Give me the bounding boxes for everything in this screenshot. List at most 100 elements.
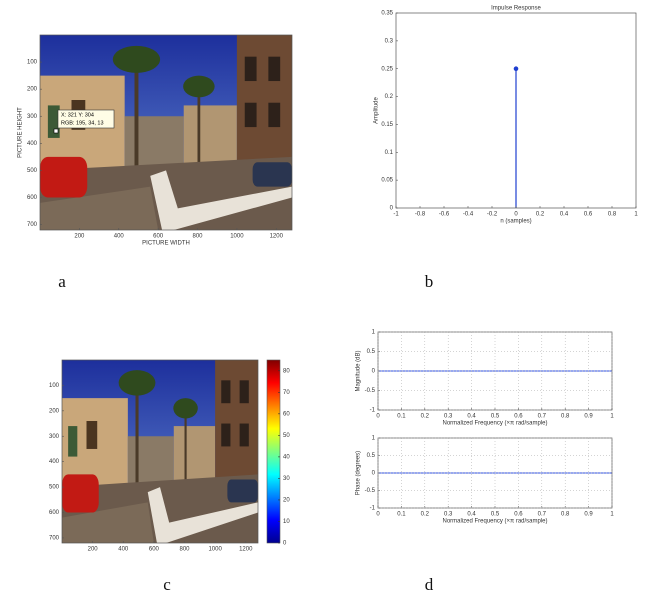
x-tick-label: 0.1: [397, 512, 406, 518]
x-tick-label: 600: [149, 547, 160, 553]
x-tick-label: 0.2: [421, 512, 430, 518]
x-tick-label: 0: [514, 212, 518, 218]
x-tick-label: 0.2: [536, 212, 545, 218]
y-tick-label: 0.5: [367, 349, 376, 355]
x-tick-label: 0: [376, 512, 380, 518]
x-tick-label: 0.8: [608, 212, 617, 218]
x-tick-label: 1000: [208, 547, 222, 553]
datatip-text: X: 321 Y: 304: [61, 112, 94, 118]
colorbar-tick-label: 20: [283, 498, 290, 504]
x-tick-label: 0.6: [584, 212, 593, 218]
caption: a: [58, 272, 66, 291]
y-tick-label: 1: [372, 436, 376, 442]
y-tick-label: 0: [372, 471, 376, 477]
y-tick-label: 200: [49, 408, 60, 414]
y-tick-label: 400: [27, 141, 38, 147]
x-tick-label: 0.8: [561, 414, 570, 420]
x-tick-label: 0.4: [560, 212, 569, 218]
x-tick-label: 0: [376, 414, 380, 420]
x-tick-label: -0.8: [415, 212, 426, 218]
y-tick-label: 300: [27, 114, 38, 120]
y-tick-label: -1: [370, 408, 376, 414]
x-tick-label: 800: [179, 547, 190, 553]
x-tick-label: 0.5: [491, 512, 500, 518]
x-tick-label: 0.1: [397, 414, 406, 420]
y-tick-label: 700: [27, 222, 38, 228]
y-tick-label: 300: [49, 434, 60, 440]
x-axis-label: Normalized Frequency (×π rad/sample): [442, 519, 547, 525]
y-axis-label: Magnitude (dB): [356, 350, 362, 391]
y-tick-label: 500: [27, 168, 38, 174]
photo: [62, 360, 258, 543]
y-tick-label: 0.1: [385, 150, 394, 156]
y-tick-label: 100: [49, 383, 60, 389]
stem-marker: [514, 66, 519, 71]
x-tick-label: 0.3: [444, 512, 453, 518]
x-tick-label: -0.6: [439, 212, 450, 218]
caption: c: [163, 575, 171, 594]
caption: d: [425, 575, 434, 594]
y-tick-label: 200: [27, 87, 38, 93]
colorbar-tick-label: 0: [283, 541, 287, 547]
y-tick-label: 100: [27, 60, 38, 66]
x-tick-label: 1: [634, 212, 638, 218]
photo: [40, 35, 292, 230]
colorbar-tick-label: 30: [283, 476, 290, 482]
x-tick-label: 1: [610, 414, 614, 420]
x-tick-label: 0.8: [561, 512, 570, 518]
x-tick-label: 800: [192, 234, 203, 240]
y-axis-label: Phase (degrees): [356, 451, 362, 495]
colorbar-tick-label: 80: [283, 368, 290, 374]
y-tick-label: 0.05: [381, 178, 393, 184]
x-tick-label: 1000: [230, 234, 244, 240]
y-tick-label: 0: [372, 369, 376, 375]
x-tick-label: 1200: [270, 234, 284, 240]
y-tick-label: 0.15: [381, 122, 393, 128]
y-tick-label: -0.5: [365, 388, 376, 394]
x-tick-label: 0.5: [491, 414, 500, 420]
x-axis-label: Normalized Frequency (×π rad/sample): [442, 421, 547, 427]
x-axis-label: n (samples): [500, 219, 531, 225]
x-tick-label: 1: [610, 512, 614, 518]
datatip-marker: [54, 129, 58, 133]
colorbar-tick-label: 40: [283, 454, 290, 460]
x-tick-label: 200: [88, 547, 99, 553]
colorbar-tick-label: 60: [283, 411, 290, 417]
x-tick-label: 0.9: [584, 414, 593, 420]
x-tick-label: 0.3: [444, 414, 453, 420]
y-tick-label: -0.5: [365, 488, 376, 494]
y-tick-label: 0.3: [385, 38, 394, 44]
x-tick-label: 0.2: [421, 414, 430, 420]
x-tick-label: -1: [393, 212, 399, 218]
x-axis-label: PICTURE WIDTH: [142, 241, 190, 247]
x-tick-label: 0.7: [538, 414, 547, 420]
y-axis-label: PICTURE HEIGHT: [18, 107, 24, 158]
colorbar: [267, 360, 280, 543]
y-tick-label: 0.2: [385, 94, 394, 100]
x-tick-label: -0.2: [487, 212, 498, 218]
x-tick-label: 0.4: [467, 512, 476, 518]
x-tick-label: 400: [118, 547, 129, 553]
y-tick-label: 600: [27, 195, 38, 201]
x-tick-label: 600: [153, 234, 164, 240]
x-tick-label: 0.4: [467, 414, 476, 420]
y-tick-label: -1: [370, 506, 376, 512]
y-tick-label: 700: [49, 535, 60, 541]
x-tick-label: 0.6: [514, 512, 523, 518]
colorbar-tick-label: 50: [283, 433, 290, 439]
x-tick-label: 0.9: [584, 512, 593, 518]
y-tick-label: 500: [49, 485, 60, 491]
x-tick-label: 0.7: [538, 512, 547, 518]
colorbar-tick-label: 10: [283, 519, 290, 525]
y-tick-label: 0.5: [367, 453, 376, 459]
x-tick-label: 0.6: [514, 414, 523, 420]
x-tick-label: 400: [114, 234, 125, 240]
axes-title: Impulse Response: [491, 6, 541, 12]
y-tick-label: 0.35: [381, 11, 393, 17]
y-tick-label: 1: [372, 330, 376, 336]
y-tick-label: 600: [49, 510, 60, 516]
y-axis-label: Amplitude: [374, 97, 380, 124]
figure: X: 321 Y: 304RGB: 195, 34, 1320040060080…: [0, 0, 649, 598]
x-tick-label: 1200: [239, 547, 253, 553]
